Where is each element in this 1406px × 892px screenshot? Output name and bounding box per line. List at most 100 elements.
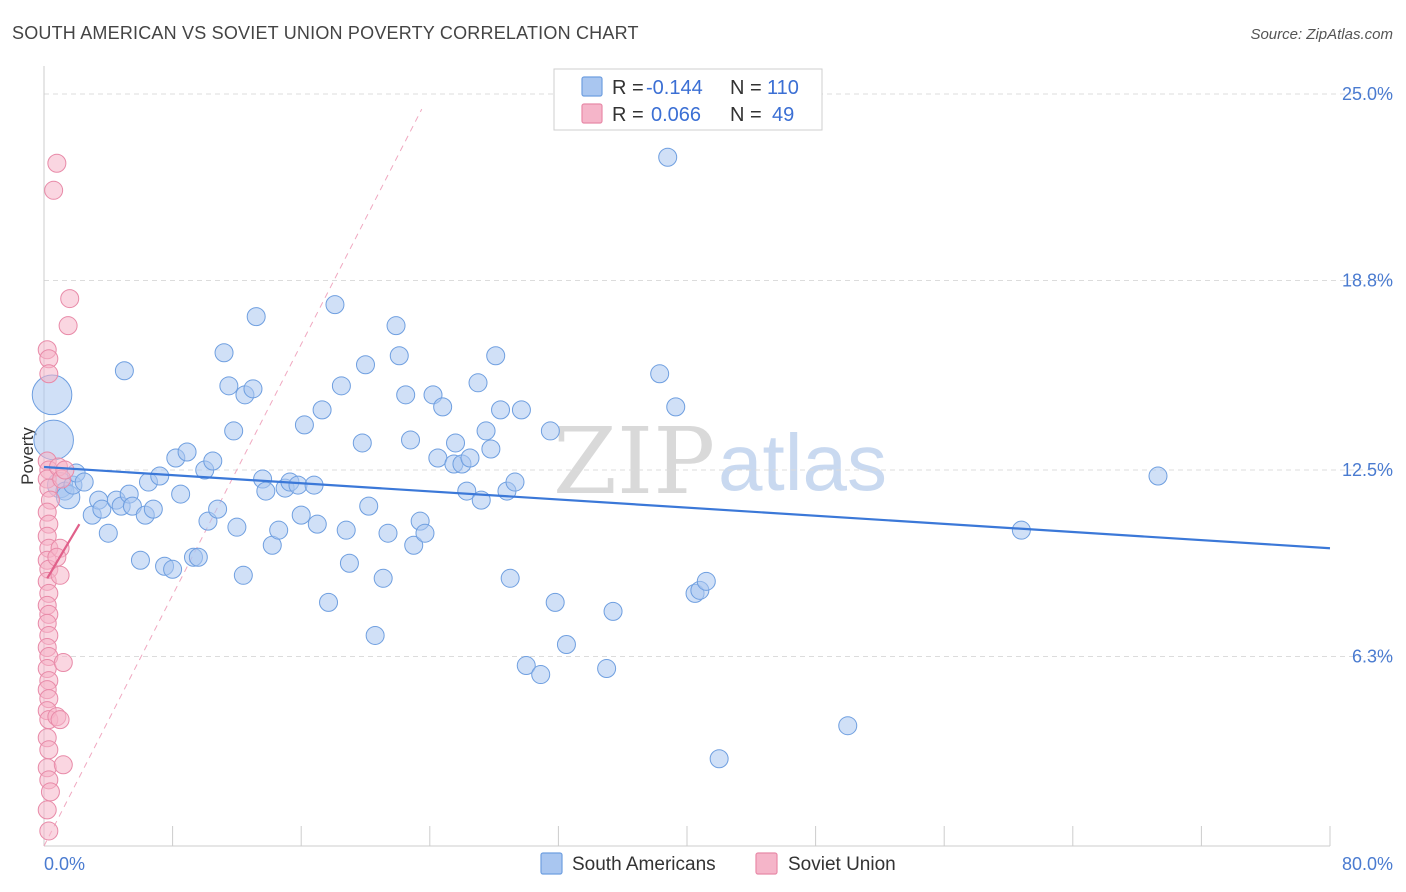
south-americans-point: [516, 656, 536, 676]
correlation-legend: R = -0.144 N = 110 R = 0.066 N = 49: [553, 68, 823, 131]
south-americans-point: [243, 379, 263, 399]
diagonal-reference-line: [43, 108, 423, 847]
series-label-soviet-union: Soviet Union: [788, 854, 896, 875]
south-americans-point: [433, 397, 453, 417]
south-americans-point: [312, 400, 332, 420]
south-americans-point: [208, 499, 228, 519]
south-americans-point: [269, 520, 289, 540]
watermark-zip: ZIP: [553, 408, 715, 515]
south-americans-point: [481, 439, 501, 459]
south-americans-point: [365, 625, 385, 645]
south-americans-point: [74, 472, 94, 492]
legend-swatch-south-americans: [581, 76, 603, 97]
south-americans-point: [446, 433, 466, 453]
soviet-union-point: [58, 316, 78, 336]
soviet-union-point: [44, 180, 64, 200]
south-americans-point: [331, 376, 351, 396]
soviet-union-point: [47, 153, 67, 173]
south-americans-point: [188, 547, 208, 567]
south-americans-point: [98, 523, 118, 543]
south-americans-point: [486, 346, 506, 366]
soviet-union-point: [39, 821, 59, 841]
south-americans-point: [505, 472, 525, 492]
south-americans-point: [291, 505, 311, 525]
south-americans-point: [356, 355, 375, 375]
chart-source: Source: ZipAtlas.com: [1250, 26, 1393, 43]
legend-r-value-1: -0.144: [646, 77, 703, 99]
south-americans-point: [233, 565, 253, 585]
south-americans-point: [214, 343, 234, 363]
south-americans-point: [696, 571, 716, 591]
south-americans-point: [460, 448, 480, 468]
south-americans-point: [336, 520, 356, 540]
south-americans-point: [386, 316, 406, 336]
south-americans-point: [556, 634, 576, 654]
soviet-union-point: [40, 782, 60, 802]
south-americans-point: [33, 419, 74, 461]
south-americans-point: [468, 373, 488, 393]
south-americans-point: [666, 397, 686, 417]
south-americans-point: [288, 475, 308, 495]
soviet-union-point: [39, 740, 59, 760]
south-americans-point: [246, 307, 266, 327]
legend-n-label-1: N =: [730, 77, 762, 99]
chart-title: SOUTH AMERICAN VS SOVIET UNION POVERTY C…: [12, 23, 639, 43]
series-swatch-south-americans: [540, 852, 563, 875]
south-americans-point: [457, 481, 477, 501]
south-americans-point: [597, 659, 617, 679]
south-americans-point: [203, 451, 223, 471]
soviet-union-point: [60, 289, 80, 309]
south-americans-point: [415, 523, 435, 543]
south-americans-point: [219, 376, 239, 396]
south-americans-point: [709, 749, 729, 769]
soviet-union-point: [39, 364, 59, 384]
south-americans-point: [389, 346, 409, 366]
south-americans-point: [307, 514, 327, 534]
south-americans-point: [319, 592, 339, 612]
soviet-union-point: [50, 710, 70, 730]
legend-n-value-2: 49: [772, 104, 794, 126]
south-americans-point: [531, 665, 551, 685]
watermark-atlas: atlas: [718, 418, 887, 507]
south-americans-point: [378, 523, 398, 543]
south-americans-point: [540, 421, 560, 441]
south-americans-point: [143, 499, 163, 519]
x-tick-label-max: 80.0%: [1342, 854, 1393, 874]
south-americans-point: [401, 430, 421, 450]
legend-n-value-1: 110: [767, 77, 799, 99]
south-americans-point: [325, 295, 345, 315]
y-tick-label: 25.0%: [1342, 84, 1393, 104]
watermark: ZIP atlas: [553, 408, 887, 515]
south-americans-point: [171, 484, 191, 504]
south-americans-point: [150, 466, 170, 486]
south-americans-point: [122, 496, 142, 516]
south-americans-trend-line: [43, 465, 1331, 550]
south-americans-point: [373, 568, 393, 588]
south-americans-point: [545, 592, 565, 612]
south-americans-point: [500, 568, 520, 588]
south-americans-point: [177, 442, 197, 462]
soviet-union-point: [37, 800, 57, 820]
south-americans-point: [396, 385, 416, 405]
legend-r-label-2: R =: [612, 104, 644, 126]
south-americans-point: [1148, 466, 1168, 486]
south-americans-point: [227, 517, 247, 537]
y-axis-label: Poverty: [18, 427, 37, 485]
south-americans-point: [163, 559, 183, 579]
south-americans-point: [359, 496, 379, 516]
data-points: [31, 147, 1168, 841]
legend-r-label-1: R =: [612, 77, 644, 99]
soviet-union-point: [55, 460, 75, 480]
south-americans-point: [256, 481, 276, 501]
south-americans-point: [476, 421, 496, 441]
y-tick-label: 6.3%: [1352, 647, 1393, 667]
x-tick-labels: 0.0% 80.0%: [44, 854, 1393, 874]
legend-swatch-soviet-union: [581, 103, 603, 124]
south-americans-point: [92, 499, 112, 519]
south-americans-point: [352, 433, 372, 453]
soviet-union-trend-line: [46, 523, 81, 579]
trend-lines: [43, 465, 1331, 579]
soviet-union-point: [50, 565, 70, 585]
south-americans-point: [428, 448, 448, 468]
